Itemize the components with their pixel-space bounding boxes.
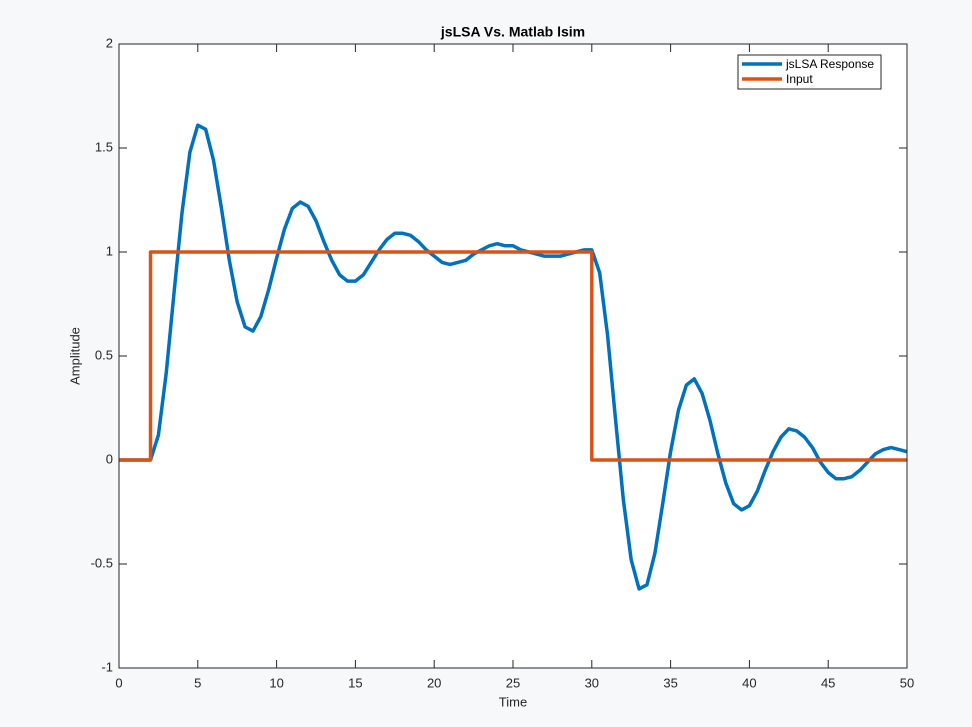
- data-line: [119, 123, 908, 591]
- x-tick-label: 35: [663, 675, 677, 690]
- legend-box: [737, 54, 882, 90]
- x-tick-label: 15: [348, 675, 362, 690]
- y-tick-label: 2: [106, 35, 113, 50]
- x-tick-label: 10: [269, 675, 283, 690]
- x-tick-label: 50: [900, 675, 914, 690]
- x-axis-label: Time: [499, 694, 527, 709]
- y-tick-label: 0: [106, 451, 113, 466]
- y-tick-label: -0.5: [91, 555, 113, 570]
- y-tick-label: 1.5: [95, 139, 113, 154]
- x-tick-label: 45: [821, 675, 835, 690]
- y-tick-label: 1: [106, 243, 113, 258]
- y-tick-label: 0.5: [95, 347, 113, 362]
- chart-title: jsLSA Vs. Matlab lsim: [440, 24, 585, 40]
- x-tick-label: 0: [115, 675, 122, 690]
- y-tick-label: -1: [101, 659, 113, 674]
- legend-label: Input: [786, 72, 813, 86]
- y-axis-label: Amplitude: [67, 327, 82, 385]
- x-tick-label: 20: [427, 675, 441, 690]
- axes-box: [118, 43, 908, 669]
- x-tick-label: 25: [506, 675, 520, 690]
- data-line: [119, 250, 907, 462]
- x-tick-label: 40: [742, 675, 756, 690]
- x-tick-label: 30: [585, 675, 599, 690]
- x-tick-label: 5: [194, 675, 201, 690]
- plot-area: [119, 44, 907, 668]
- legend-label: jsLSA Response: [785, 57, 874, 71]
